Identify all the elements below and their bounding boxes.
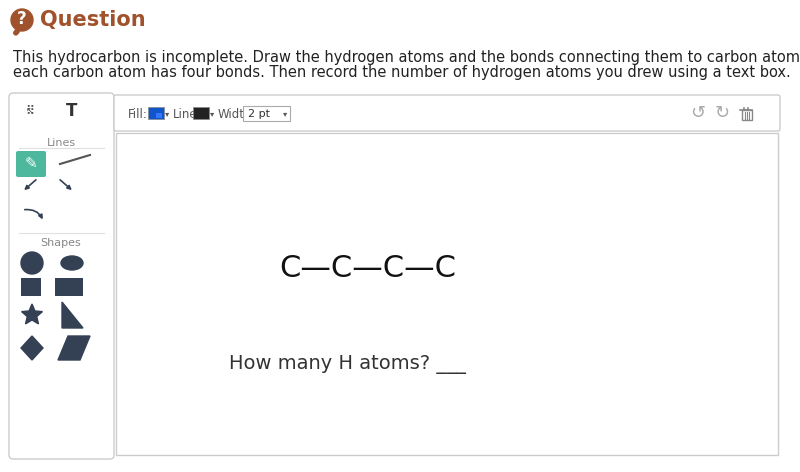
Text: T: T — [66, 102, 78, 120]
Text: ↖: ↖ — [26, 106, 34, 116]
Ellipse shape — [61, 256, 83, 270]
Text: ▾: ▾ — [210, 110, 214, 118]
Polygon shape — [21, 336, 43, 360]
Polygon shape — [58, 336, 90, 360]
Text: ▾: ▾ — [165, 110, 170, 118]
Text: ↻: ↻ — [714, 104, 730, 122]
Circle shape — [21, 252, 43, 274]
Text: ⠿: ⠿ — [26, 104, 34, 118]
Text: ↺: ↺ — [690, 104, 706, 122]
Text: This hydrocarbon is incomplete. Draw the hydrogen atoms and the bonds connecting: This hydrocarbon is incomplete. Draw the… — [13, 50, 800, 65]
Text: Question: Question — [40, 10, 146, 30]
Text: Lines: Lines — [46, 138, 75, 148]
Polygon shape — [22, 304, 42, 324]
Text: ✎: ✎ — [25, 157, 38, 171]
FancyBboxPatch shape — [55, 278, 83, 296]
Text: ▾: ▾ — [283, 110, 287, 118]
Circle shape — [11, 9, 33, 31]
FancyArrowPatch shape — [16, 31, 18, 33]
FancyBboxPatch shape — [243, 106, 290, 121]
Text: Width:: Width: — [218, 108, 257, 120]
Text: each carbon atom has four bonds. Then record the number of hydrogen atoms you dr: each carbon atom has four bonds. Then re… — [13, 65, 790, 80]
Text: 2 pt: 2 pt — [248, 109, 270, 119]
FancyBboxPatch shape — [114, 95, 780, 131]
Text: Shapes: Shapes — [41, 238, 82, 248]
Polygon shape — [62, 302, 83, 328]
Text: How many H atoms? ___: How many H atoms? ___ — [229, 355, 466, 374]
Text: ?: ? — [17, 10, 27, 28]
Text: C—C—C—C: C—C—C—C — [279, 254, 456, 283]
Text: Fill:: Fill: — [128, 108, 148, 120]
Text: Line:: Line: — [173, 108, 202, 120]
FancyBboxPatch shape — [193, 107, 209, 119]
FancyBboxPatch shape — [156, 113, 162, 118]
FancyBboxPatch shape — [16, 151, 46, 177]
FancyBboxPatch shape — [116, 133, 778, 455]
FancyBboxPatch shape — [9, 93, 114, 459]
FancyBboxPatch shape — [21, 278, 41, 296]
FancyBboxPatch shape — [148, 107, 164, 119]
